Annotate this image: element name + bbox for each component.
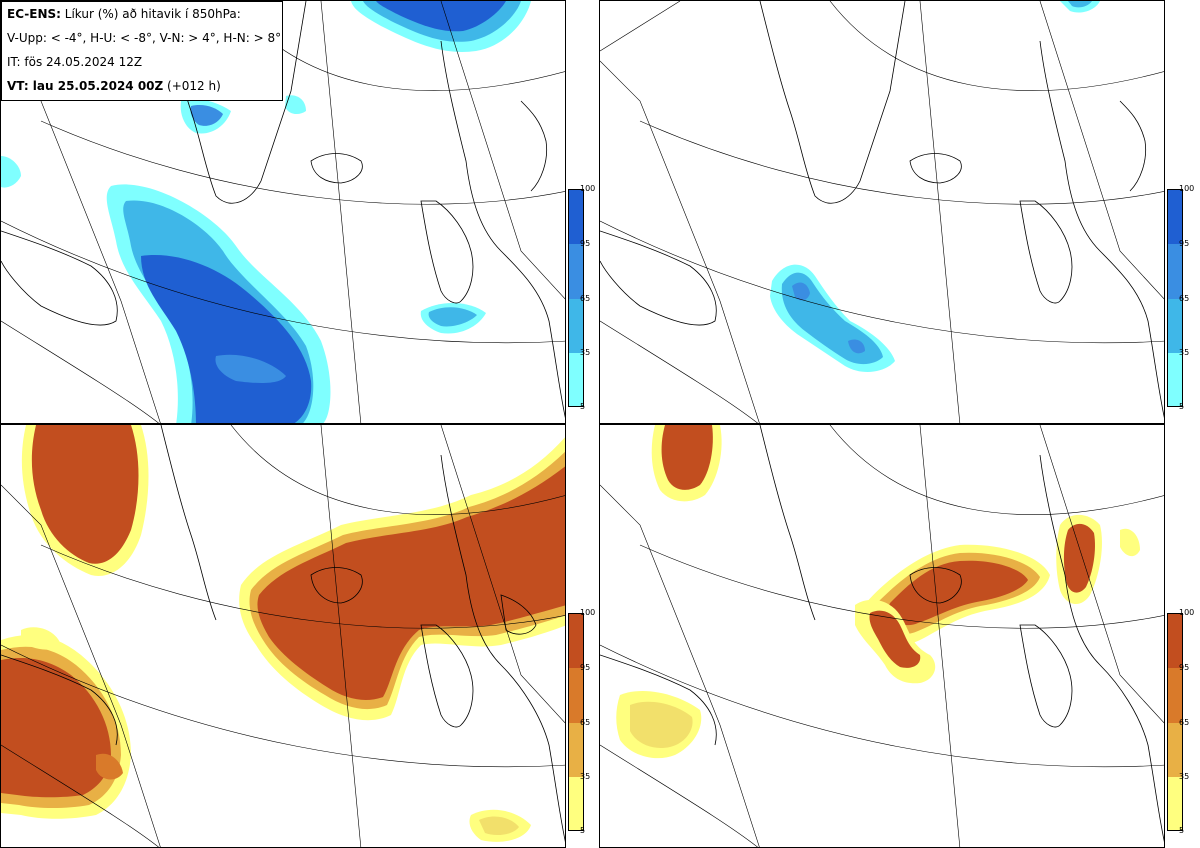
colorbar-bottom-left: 100 95 65 35 5 <box>568 609 598 835</box>
colorbar-tick-label: 35 <box>1179 348 1190 357</box>
valid-time: VT: lau 25.05.2024 00Z <box>7 79 164 93</box>
coastlines <box>600 425 1164 843</box>
probability-fields <box>770 1 1100 373</box>
colorbar-frame <box>1167 189 1183 407</box>
colorbar-tick-label: 5 <box>580 402 586 411</box>
coastlines <box>1 425 565 843</box>
coastlines <box>1 1 565 419</box>
colorbar-segment <box>1167 353 1183 407</box>
colorbar-segment <box>1167 668 1183 723</box>
colorbar-tick-label: 65 <box>1179 718 1190 727</box>
colorbar-tick-label: 35 <box>580 348 591 357</box>
colorbar-tick-label: 100 <box>580 608 596 617</box>
colorbar-tick-label: 100 <box>1179 184 1195 193</box>
colorbar-frame <box>568 613 584 831</box>
map-panel-bottom-left <box>0 424 566 848</box>
colorbar-segment <box>1167 613 1183 668</box>
colorbar-segment <box>1167 299 1183 353</box>
map-top-left <box>1 1 565 423</box>
colorbar-tick-label: 5 <box>1179 826 1185 835</box>
colorbar-tick-label: 35 <box>1179 772 1190 781</box>
colorbar-segment <box>1167 723 1183 777</box>
colorbar-segment <box>568 299 584 353</box>
map-top-right <box>600 1 1164 423</box>
colorbar-frame <box>568 189 584 407</box>
colorbar-tick-label: 5 <box>1179 402 1185 411</box>
colorbar-frame <box>1167 613 1183 831</box>
info-valid-time-line: VT: lau 25.05.2024 00Z (+012 h) <box>7 78 282 102</box>
colorbar-tick-label: 65 <box>580 718 591 727</box>
colorbar-tick-label: 65 <box>580 294 591 303</box>
colorbar-tick-label: 95 <box>580 239 591 248</box>
colorbar-tick-label: 5 <box>580 826 586 835</box>
colorbar-bottom-right: 100 95 65 35 5 <box>1167 609 1197 835</box>
colorbar-tick-label: 95 <box>1179 663 1190 672</box>
colorbar-tick-label: 95 <box>580 663 591 672</box>
graticule <box>600 1 1164 423</box>
info-title-line: EC-ENS: Líkur (%) að hitavik í 850hPa: <box>7 6 282 30</box>
info-threshold-line: V-Upp: < -4°, H-U: < -8°, V-N: > 4°, H-N… <box>7 31 282 45</box>
model-name: EC-ENS: <box>7 7 61 21</box>
graticule <box>1 425 565 847</box>
colorbar-segment <box>568 777 584 831</box>
map-panel-top-right <box>599 0 1165 424</box>
map-panel-bottom-right <box>599 424 1165 848</box>
probability-fields <box>1 1 531 423</box>
map-bottom-right <box>600 425 1164 847</box>
probability-fields <box>616 425 1140 759</box>
colorbar-segment <box>1167 189 1183 244</box>
colorbar-top-left: 100 95 65 35 5 <box>568 185 598 411</box>
colorbar-segment <box>568 668 584 723</box>
colorbar-tick-label: 65 <box>1179 294 1190 303</box>
map-panel-top-left: EC-ENS: Líkur (%) að hitavik í 850hPa: V… <box>0 0 566 424</box>
colorbar-segment <box>1167 777 1183 831</box>
colorbar-segment <box>568 353 584 407</box>
colorbar-segment <box>1167 244 1183 299</box>
info-initial-time: IT: fös 24.05.2024 12Z <box>7 55 143 69</box>
product-title: Líkur (%) að hitavik í 850hPa: <box>60 7 241 21</box>
colorbar-tick-label: 35 <box>580 772 591 781</box>
colorbar-top-right: 100 95 65 35 5 <box>1167 185 1197 411</box>
colorbar-segment <box>568 189 584 244</box>
colorbar-tick-label: 100 <box>580 184 596 193</box>
info-box: EC-ENS: Líkur (%) að hitavik í 850hPa: V… <box>1 1 283 101</box>
colorbar-segment <box>568 613 584 668</box>
probability-fields <box>1 425 565 842</box>
colorbar-tick-label: 95 <box>1179 239 1190 248</box>
graticule <box>600 425 1164 847</box>
colorbar-tick-label: 100 <box>1179 608 1195 617</box>
colorbar-segment <box>568 244 584 299</box>
map-bottom-left <box>1 425 565 847</box>
lead-time: (+012 h) <box>163 79 221 93</box>
colorbar-segment <box>568 723 584 777</box>
coastlines <box>600 1 1164 419</box>
